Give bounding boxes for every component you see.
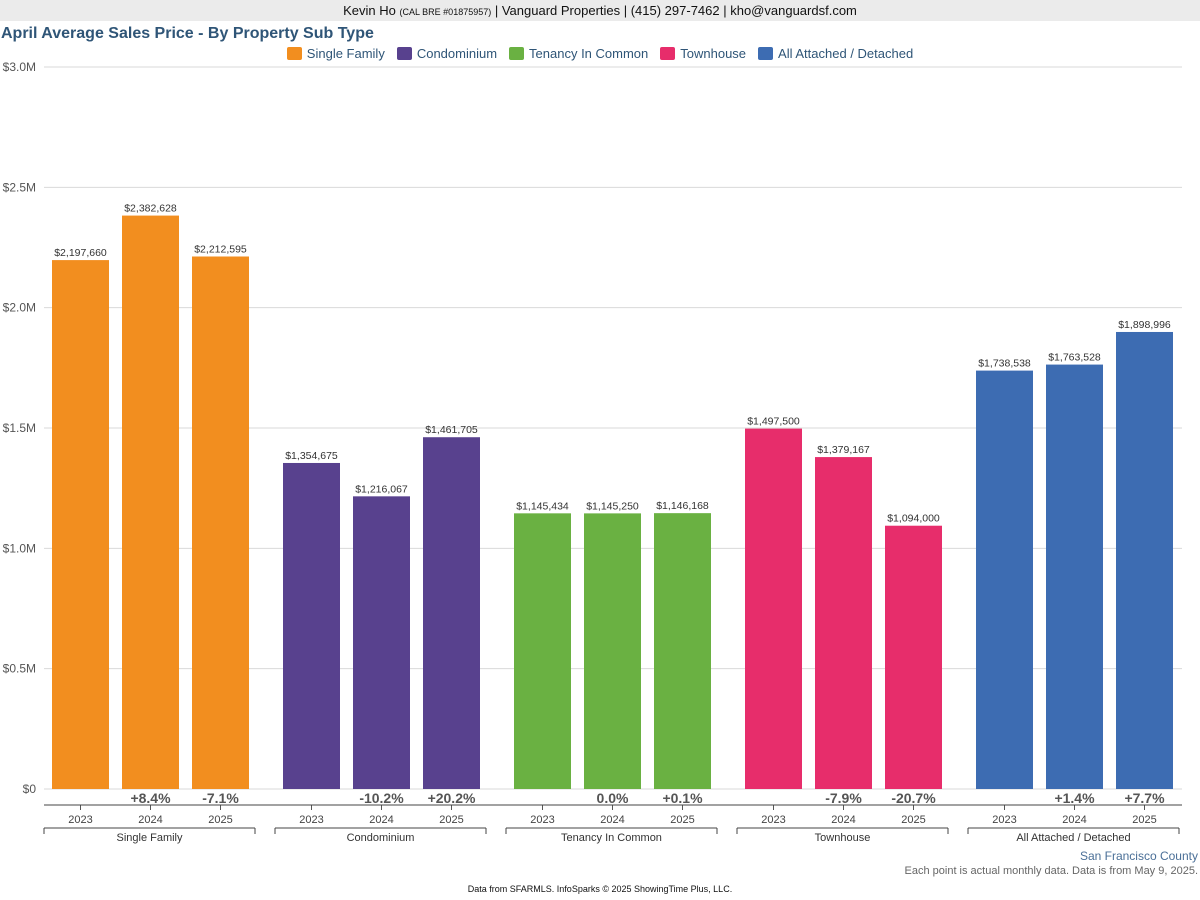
legend-label: Tenancy In Common <box>529 46 649 61</box>
legend-label: All Attached / Detached <box>778 46 914 61</box>
bar <box>815 457 872 789</box>
legend-swatch <box>660 47 676 60</box>
y-tick-label: $2.5M <box>3 180 36 194</box>
y-tick-label: $3.0M <box>3 60 36 74</box>
x-tick-label: 2025 <box>1132 814 1156 826</box>
y-tick-label: $0 <box>23 782 37 796</box>
bar <box>1116 331 1173 789</box>
change-label: +8.4% <box>130 790 171 806</box>
y-tick-label: $2.0M <box>3 301 36 315</box>
legend-label: Condominium <box>416 46 498 61</box>
bar-value-label: $1,145,434 <box>516 500 569 512</box>
x-tick-label: 2023 <box>299 814 323 826</box>
bar-value-label: $2,212,595 <box>194 244 247 256</box>
county-label: San Francisco County <box>1079 849 1198 863</box>
bar <box>885 525 942 789</box>
bar <box>976 370 1033 789</box>
bar <box>584 513 641 789</box>
bar <box>514 513 571 789</box>
agent-header: Kevin Ho (CAL BRE #01875957) | Vanguard … <box>0 0 1200 21</box>
x-tick-label: 2023 <box>761 814 785 826</box>
agent-name: Kevin Ho <box>343 3 396 18</box>
bar-value-label: $1,898,996 <box>1118 319 1171 331</box>
x-tick-label: 2024 <box>831 814 855 826</box>
legend-swatch <box>758 47 774 60</box>
bar <box>122 215 179 789</box>
change-label: +1.4% <box>1054 790 1095 806</box>
bar <box>423 437 480 789</box>
bar <box>353 496 410 789</box>
x-tick-label: 2023 <box>992 814 1016 826</box>
legend-label: Single Family <box>306 46 385 61</box>
bar <box>283 462 340 789</box>
data-source: Data from SFARMLS. InfoSparks © 2025 Sho… <box>467 884 733 894</box>
agent-license: (CAL BRE #01875957) <box>399 7 492 17</box>
bar-value-label: $1,763,528 <box>1048 352 1101 364</box>
data-note: Each point is actual monthly data. Data … <box>904 865 1198 877</box>
bar <box>192 256 249 789</box>
bar-value-label: $2,197,660 <box>54 247 107 259</box>
legend-item[interactable]: All Attached / Detached <box>758 46 913 61</box>
legend-item[interactable]: Condominium <box>396 46 498 61</box>
bar-value-label: $1,146,168 <box>656 500 709 512</box>
bar <box>1046 364 1103 789</box>
group-label: Single Family <box>116 832 183 844</box>
x-tick-label: 2024 <box>600 814 624 826</box>
legend-swatch <box>509 47 525 60</box>
group-label: Condominium <box>347 832 415 844</box>
chart-legend: Single Family Condominium Tenancy In Commo… <box>0 46 1200 61</box>
x-tick-label: 2023 <box>68 814 92 826</box>
x-tick-label: 2024 <box>369 814 393 826</box>
change-label: -7.9% <box>825 790 862 806</box>
legend-item[interactable]: Tenancy In Common <box>509 46 648 61</box>
bar-value-label: $1,354,675 <box>285 450 338 462</box>
change-label: +7.7% <box>1124 790 1165 806</box>
legend-label: Townhouse <box>680 46 747 61</box>
change-label: -10.2% <box>359 790 404 806</box>
group-label: Tenancy In Common <box>561 832 662 844</box>
change-label: -20.7% <box>891 790 936 806</box>
y-tick-label: $0.5M <box>3 662 36 676</box>
change-label: -7.1% <box>202 790 239 806</box>
bar <box>52 260 109 789</box>
bar-value-label: $1,094,000 <box>887 513 940 525</box>
bar-value-label: $1,497,500 <box>747 416 800 428</box>
x-tick-label: 2025 <box>670 814 694 826</box>
change-label: +0.1% <box>662 790 703 806</box>
agent-contact: | Vanguard Properties | (415) 297-7462 |… <box>494 3 857 18</box>
bar <box>745 428 802 789</box>
bar-value-label: $1,216,067 <box>355 483 408 495</box>
x-tick-label: 2024 <box>138 814 162 826</box>
bar <box>654 513 711 789</box>
x-tick-label: 2023 <box>530 814 554 826</box>
y-tick-label: $1.0M <box>3 541 36 555</box>
x-tick-label: 2025 <box>439 814 463 826</box>
x-tick-label: 2024 <box>1062 814 1086 826</box>
legend-item[interactable]: Single Family <box>286 46 385 61</box>
bar-value-label: $1,738,538 <box>978 358 1031 370</box>
bar-value-label: $2,382,628 <box>124 203 177 215</box>
bar-value-label: $1,145,250 <box>586 500 639 512</box>
legend-swatch <box>286 47 302 60</box>
bar-value-label: $1,379,167 <box>817 444 870 456</box>
change-label: 0.0% <box>597 790 629 806</box>
change-label: +20.2% <box>428 790 476 806</box>
chart-title: April Average Sales Price - By Property … <box>1 25 374 42</box>
bar-value-label: $1,461,705 <box>425 424 478 436</box>
legend-swatch <box>396 47 412 60</box>
group-label: All Attached / Detached <box>1016 832 1130 844</box>
legend-item[interactable]: Townhouse <box>660 46 746 61</box>
x-tick-label: 2025 <box>208 814 232 826</box>
y-tick-label: $1.5M <box>3 421 36 435</box>
group-label: Townhouse <box>815 832 871 844</box>
x-tick-label: 2025 <box>901 814 925 826</box>
